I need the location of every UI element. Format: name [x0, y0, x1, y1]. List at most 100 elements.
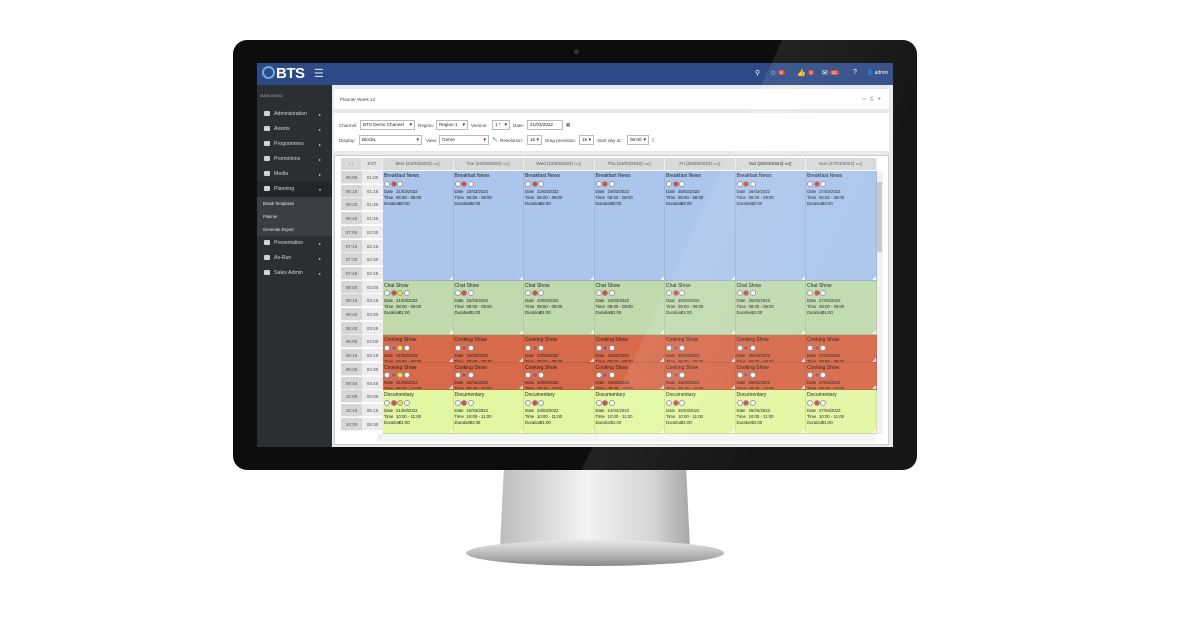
- info-icon[interactable]: [666, 344, 672, 351]
- link-icon[interactable]: [467, 180, 474, 187]
- info-icon[interactable]: [666, 399, 672, 406]
- info-icon[interactable]: [525, 399, 531, 406]
- resolution-select[interactable]: 15: [527, 135, 542, 145]
- record-icon[interactable]: [602, 290, 608, 297]
- programme-block[interactable]: Cooking Show Date 26/03/2022 Time 09:00 - 09…: [735, 335, 806, 363]
- programme-block[interactable]: Cooking Show Date 23/03/2022 Time 09:30 - 10…: [524, 362, 595, 391]
- sidebar-item-media[interactable]: Media ▸: [257, 167, 332, 182]
- day-header[interactable]: Sat (26/03/2022) ▭▯: [735, 158, 806, 170]
- info-icon[interactable]: [666, 372, 672, 379]
- programme-block[interactable]: Cooking Show Date 21/03/2022 Time 09:30 - 10…: [383, 362, 454, 391]
- day-header[interactable]: Fri (25/03/2022) ▭▯: [665, 158, 736, 170]
- info-icon[interactable]: [595, 372, 602, 379]
- sidebar-item-presentation[interactable]: Presentation ▸: [257, 236, 332, 251]
- sidebar-item-as-run[interactable]: As-Run ▸: [257, 251, 332, 266]
- programme-block[interactable]: Cooking Show Date 25/03/2022 Time 09:00 - 09…: [665, 335, 736, 363]
- programme-block[interactable]: Cooking Show Date 24/03/2022 Time 09:00 - 09…: [594, 335, 665, 363]
- link-icon[interactable]: [467, 344, 474, 351]
- record-icon[interactable]: [672, 344, 679, 351]
- link-icon[interactable]: [538, 180, 544, 187]
- info-icon[interactable]: [525, 372, 531, 379]
- programme-block[interactable]: Cooking Show Date 22/03/2022 Time 09:30 - 10…: [453, 362, 524, 391]
- programme-block[interactable]: Chat Show Date 26/03/2022 Time 08:00 - 09:00…: [735, 280, 806, 336]
- sidebar-item-assets[interactable]: Assets ▸: [257, 122, 332, 137]
- day-header[interactable]: Sun (27/03/2022) ▭▯: [806, 158, 877, 170]
- link-icon[interactable]: [608, 344, 615, 351]
- info-icon[interactable]: [666, 180, 672, 187]
- link-icon[interactable]: [679, 290, 685, 297]
- programme-block[interactable]: Chat Show Date 24/03/2022 Time 08:00 - 09:00…: [594, 280, 665, 336]
- submenu-item-break-templates[interactable]: Break Templates: [257, 197, 332, 210]
- hamburger-icon[interactable]: ☰: [314, 68, 324, 80]
- bts-logo[interactable]: BTS: [262, 65, 305, 82]
- link-icon[interactable]: [749, 290, 756, 297]
- sidebar-item-administration[interactable]: Administration ▸: [257, 107, 332, 122]
- link-icon[interactable]: [538, 344, 544, 351]
- info-icon[interactable]: [807, 290, 813, 297]
- link-icon[interactable]: [820, 290, 826, 297]
- record-icon[interactable]: [813, 344, 820, 351]
- record-icon[interactable]: [672, 180, 679, 187]
- version-select[interactable]: 1 *: [492, 120, 510, 130]
- messages-button[interactable]: ✉ 41: [822, 69, 839, 77]
- programme-block[interactable]: Cooking Show Date 26/03/2022 Time 09:30 - 10…: [735, 362, 806, 391]
- link-icon[interactable]: [749, 399, 756, 406]
- info-icon[interactable]: [736, 372, 743, 379]
- link-icon[interactable]: [467, 372, 474, 379]
- info-icon[interactable]: [807, 399, 813, 406]
- submenu-item-planner[interactable]: Planner: [257, 210, 332, 223]
- info-icon[interactable]: [384, 290, 390, 297]
- record-icon[interactable]: [813, 180, 820, 187]
- link-icon[interactable]: [538, 290, 544, 297]
- sidebar-item-sales-admin[interactable]: Sales Admin ▸: [257, 266, 332, 281]
- record-icon[interactable]: [813, 372, 820, 379]
- link-icon[interactable]: [608, 372, 615, 379]
- day-lock-icon[interactable]: ▭▯: [431, 161, 440, 166]
- link-icon[interactable]: [397, 180, 403, 187]
- programme-block[interactable]: Cooking Show Date 23/03/2022 Time 09:00 - 09…: [524, 335, 595, 363]
- day-lock-icon[interactable]: ▭▯: [854, 161, 863, 166]
- info-icon[interactable]: [736, 180, 743, 187]
- link-icon[interactable]: [403, 399, 410, 406]
- programme-block[interactable]: Breakfast News Date 27/03/2022 Time 06:00 - …: [806, 171, 877, 281]
- programme-block[interactable]: Chat Show Date 23/03/2022 Time 08:00 - 09:00…: [524, 280, 595, 336]
- record-icon[interactable]: [602, 180, 608, 187]
- settings-icon[interactable]: ●: [878, 96, 881, 101]
- calendar-icon[interactable]: ▦: [566, 122, 571, 127]
- info-icon[interactable]: [454, 399, 461, 406]
- record-icon[interactable]: [743, 180, 749, 187]
- link-icon[interactable]: [749, 372, 756, 379]
- sidebar-item-planning[interactable]: Planning ▾: [257, 182, 332, 197]
- programme-block[interactable]: Cooking Show Date 25/03/2022 Time 09:30 - 10…: [665, 362, 736, 391]
- search-icon[interactable]: ⚲: [755, 70, 761, 77]
- record-icon[interactable]: [531, 180, 538, 187]
- programme-block[interactable]: Documentary Date 21/03/2022 Time 10:00 - 11:…: [383, 390, 454, 434]
- day-lock-icon[interactable]: ▭▯: [642, 161, 651, 166]
- info-icon[interactable]: [807, 372, 813, 379]
- day-lock-icon[interactable]: ▭▯: [501, 161, 510, 166]
- horizontal-scrollbar[interactable]: ‹: [377, 434, 875, 442]
- record-icon[interactable]: [461, 290, 467, 297]
- warning-icon[interactable]: [397, 290, 403, 297]
- programme-block[interactable]: Breakfast News Date 23/03/2022 Time 06:00 - …: [524, 171, 595, 281]
- info-icon[interactable]: [525, 344, 531, 351]
- programme-block[interactable]: Documentary Date 26/03/2022 Time 10:00 - 11:…: [735, 390, 806, 434]
- record-icon[interactable]: [531, 344, 538, 351]
- record-icon[interactable]: [743, 372, 749, 379]
- link-icon[interactable]: [538, 399, 544, 406]
- link-icon[interactable]: [679, 372, 685, 379]
- record-icon[interactable]: [672, 290, 679, 297]
- info-icon[interactable]: [595, 180, 602, 187]
- sidebar-item-programmes[interactable]: Programmes ▸: [257, 137, 332, 152]
- info-icon[interactable]: [525, 180, 531, 187]
- info-icon[interactable]: [595, 344, 602, 351]
- drag-precision-select[interactable]: 15: [579, 135, 594, 145]
- day-lock-icon[interactable]: ▭▯: [712, 161, 721, 166]
- info-icon[interactable]: [454, 290, 461, 297]
- scroll-thumb[interactable]: [876, 182, 882, 252]
- date-input[interactable]: 21/03/2022: [527, 120, 563, 130]
- wrench-icon[interactable]: 🔧: [492, 137, 498, 142]
- link-icon[interactable]: [538, 372, 544, 379]
- programme-block[interactable]: Documentary Date 22/03/2022 Time 10:00 - 11:…: [453, 390, 524, 434]
- link-icon[interactable]: [403, 372, 410, 379]
